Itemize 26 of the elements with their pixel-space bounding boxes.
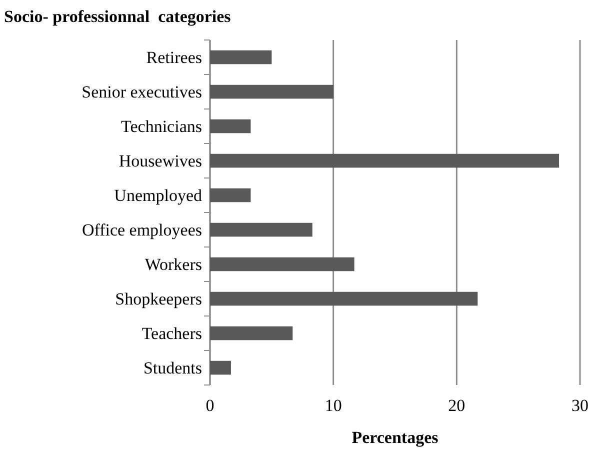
y-tick-label: Office employees xyxy=(82,220,202,240)
x-tick-label: 20 xyxy=(448,396,466,415)
y-tick-label: Unemployed xyxy=(114,186,202,206)
bar xyxy=(210,119,251,134)
x-tick-label: 30 xyxy=(572,396,588,415)
bar xyxy=(210,50,272,64)
y-tick-label: Teachers xyxy=(142,324,202,344)
y-tick-label: Students xyxy=(143,358,202,378)
y-tick-label: Senior executives xyxy=(82,82,202,102)
bar xyxy=(210,222,312,237)
y-tick-label: Shopkeepers xyxy=(115,290,202,309)
bar xyxy=(210,326,293,340)
bar xyxy=(210,257,354,272)
bar xyxy=(210,360,231,375)
bar xyxy=(210,292,478,306)
x-axis-title: Percentages xyxy=(352,428,439,447)
bar xyxy=(210,154,560,168)
y-tick-label: Technicians xyxy=(121,117,202,136)
bar xyxy=(210,188,251,202)
chart-title: Socio- professionnal categories xyxy=(4,7,232,26)
x-tick-label: 10 xyxy=(324,396,342,415)
x-tick-label: 0 xyxy=(206,396,214,415)
y-tick-label: Workers xyxy=(144,255,202,274)
y-tick-label: Retirees xyxy=(146,48,202,68)
bar xyxy=(210,84,334,99)
y-tick-label: Housewives xyxy=(118,152,202,171)
